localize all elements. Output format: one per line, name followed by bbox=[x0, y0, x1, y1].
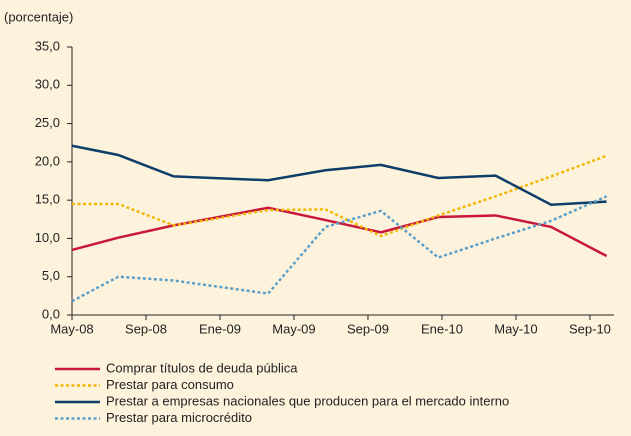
series-line bbox=[71, 195, 608, 303]
x-tick-label: May-10 bbox=[494, 321, 537, 336]
series-line bbox=[71, 144, 607, 207]
legend-label: Prestar a empresas nacionales que produc… bbox=[106, 393, 509, 408]
x-tick-label: Ene-10 bbox=[421, 321, 463, 336]
series-line bbox=[71, 206, 608, 258]
x-tick-label: May-09 bbox=[272, 321, 315, 336]
x-tick-label: Sep-08 bbox=[125, 321, 167, 336]
y-tick-label: 30,0 bbox=[35, 77, 60, 92]
x-tick-label: May-08 bbox=[50, 321, 93, 336]
y-tick-label: 5,0 bbox=[42, 268, 60, 283]
y-tick-label: 0,0 bbox=[42, 306, 60, 321]
x-tick-label: Sep-10 bbox=[569, 321, 611, 336]
legend-label: Prestar para consumo bbox=[106, 377, 234, 392]
y-tick-label: 10,0 bbox=[35, 230, 60, 245]
x-tick-label: Sep-09 bbox=[347, 321, 389, 336]
y-tick-label: 25,0 bbox=[35, 115, 60, 130]
y-tick-label: 35,0 bbox=[35, 38, 60, 53]
y-tick-label: 20,0 bbox=[35, 153, 60, 168]
x-tick-label: Ene-09 bbox=[199, 321, 241, 336]
y-axis-label: (porcentaje) bbox=[4, 9, 73, 24]
legend-label: Comprar títulos de deuda pública bbox=[106, 360, 298, 375]
legend-label: Prestar para microcrédito bbox=[106, 410, 252, 425]
y-tick-label: 15,0 bbox=[35, 192, 60, 207]
